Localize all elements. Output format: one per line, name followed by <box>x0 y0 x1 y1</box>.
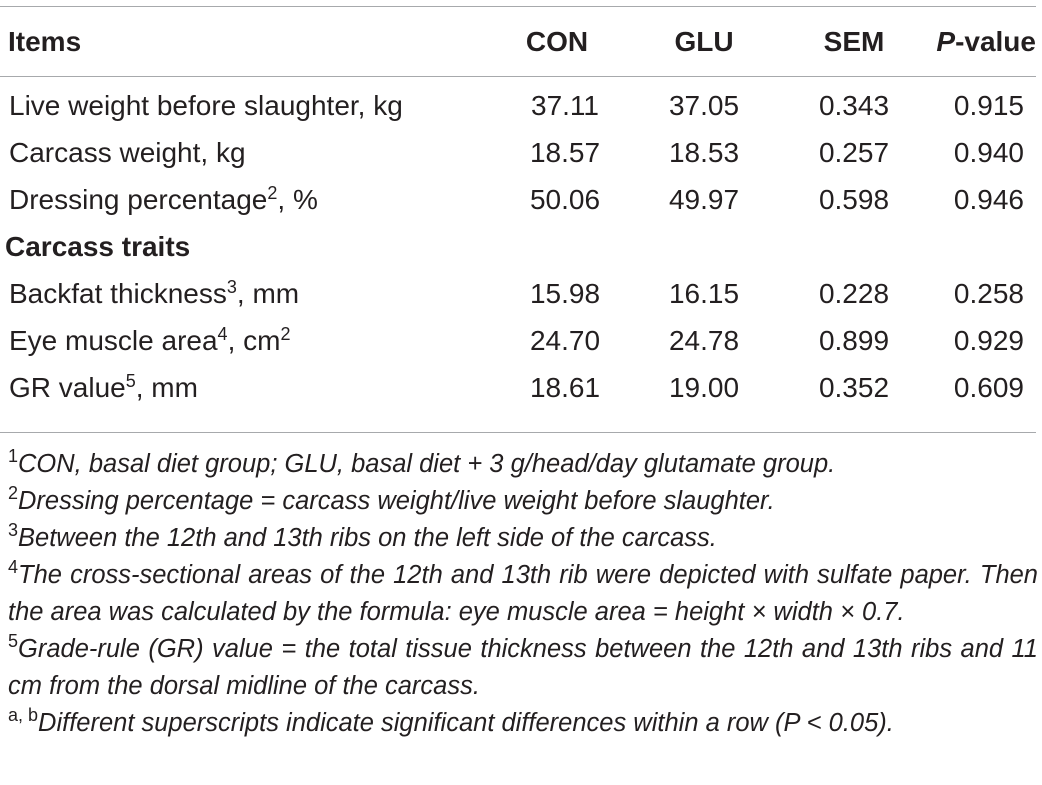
cell-sem: 0.598 <box>818 184 890 215</box>
footnote-text: Dressing percentage = carcass weight/liv… <box>18 487 775 515</box>
footnote: 5Grade-rule (GR) value = the total tissu… <box>8 631 1038 705</box>
table-row: GR value5, mm 18.61 19.00 0.352 0.609 <box>0 364 1040 411</box>
footnote-text: The cross-sectional areas of the 12th an… <box>8 561 1038 626</box>
cell-con: 50.06 <box>529 184 601 215</box>
header-con: CON <box>525 26 589 57</box>
cell-sem: 0.352 <box>818 372 890 403</box>
cell-glu: 19.00 <box>668 372 740 403</box>
footnote: a, bDifferent superscripts indicate sign… <box>8 705 1038 742</box>
footnote-text: Grade-rule (GR) value = the total tissue… <box>8 635 1038 700</box>
table-bottom-rule <box>0 432 1036 433</box>
header-items: Items <box>8 26 82 57</box>
footnote-mark: a, b <box>8 705 39 725</box>
table-row: Backfat thickness3, mm 15.98 16.15 0.228… <box>0 270 1040 317</box>
cell-p-value: 0.946 <box>953 184 1024 215</box>
table-row: Live weight before slaughter, kg 37.11 3… <box>0 82 1040 129</box>
footnote: 2Dressing percentage = carcass weight/li… <box>8 483 1038 520</box>
cell-p-value: 0.940 <box>953 137 1024 168</box>
cell-con: 15.98 <box>529 278 601 309</box>
row-label: GR value5, mm <box>9 371 198 403</box>
footnote-text: Different superscripts indicate signific… <box>38 709 894 737</box>
cell-sem: 0.343 <box>818 90 890 121</box>
row-label: Backfat thickness3, mm <box>9 277 300 309</box>
header-glu: GLU <box>674 26 734 57</box>
row-label: Live weight before slaughter, kg <box>9 90 403 121</box>
footnote-mark: 3 <box>8 520 19 540</box>
section-heading-row: Carcass traits <box>0 223 1040 270</box>
footnote: 4The cross-sectional areas of the 12th a… <box>8 557 1038 631</box>
cell-glu: 49.97 <box>668 184 740 215</box>
header-p-italic: P <box>936 26 956 57</box>
section-heading: Carcass traits <box>5 231 191 262</box>
row-label: Eye muscle area4, cm2 <box>9 324 291 356</box>
cell-con: 37.11 <box>531 90 599 121</box>
row-label: Carcass weight, kg <box>9 137 246 168</box>
table-row: Dressing percentage2, % 50.06 49.97 0.59… <box>0 176 1040 223</box>
table-footnotes: 1CON, basal diet group; GLU, basal diet … <box>8 446 1038 742</box>
carcass-traits-table: Items CON GLU SEM P-value Live weight be… <box>0 0 1040 411</box>
table-top-rule <box>0 6 1036 7</box>
cell-glu: 24.78 <box>668 325 740 356</box>
footnote-mark: 5 <box>8 631 19 651</box>
table-header-row: Items CON GLU SEM P-value <box>0 0 1040 74</box>
footnote-mark: 2 <box>8 483 19 503</box>
cell-con: 18.57 <box>529 137 601 168</box>
header-p-rest: -value <box>955 26 1036 57</box>
cell-glu: 18.53 <box>668 137 740 168</box>
table-row: Eye muscle area4, cm2 24.70 24.78 0.899 … <box>0 317 1040 364</box>
cell-con: 24.70 <box>529 325 601 356</box>
row-label: Dressing percentage2, % <box>9 183 318 215</box>
cell-glu: 16.15 <box>668 278 740 309</box>
cell-glu: 37.05 <box>668 90 740 121</box>
header-sem: SEM <box>823 26 885 57</box>
footnote-mark: 1 <box>8 446 19 466</box>
cell-p-value: 0.915 <box>953 90 1024 121</box>
footnote-text: CON, basal diet group; GLU, basal diet +… <box>18 450 836 478</box>
table-header-rule <box>0 76 1036 77</box>
cell-sem: 0.899 <box>818 325 890 356</box>
cell-sem: 0.257 <box>818 137 890 168</box>
cell-con: 18.61 <box>529 372 601 403</box>
header-p-value: P-value <box>926 0 1040 74</box>
table-row: Carcass weight, kg 18.57 18.53 0.257 0.9… <box>0 129 1040 176</box>
cell-p-value: 0.929 <box>953 325 1024 356</box>
footnote: 1CON, basal diet group; GLU, basal diet … <box>8 446 1038 483</box>
footnote-mark: 4 <box>8 557 19 577</box>
footnote-text: Between the 12th and 13th ribs on the le… <box>18 524 717 552</box>
cell-p-value: 0.258 <box>953 278 1024 309</box>
cell-p-value: 0.609 <box>953 372 1024 403</box>
footnote: 3Between the 12th and 13th ribs on the l… <box>8 520 1038 557</box>
cell-sem: 0.228 <box>818 278 890 309</box>
